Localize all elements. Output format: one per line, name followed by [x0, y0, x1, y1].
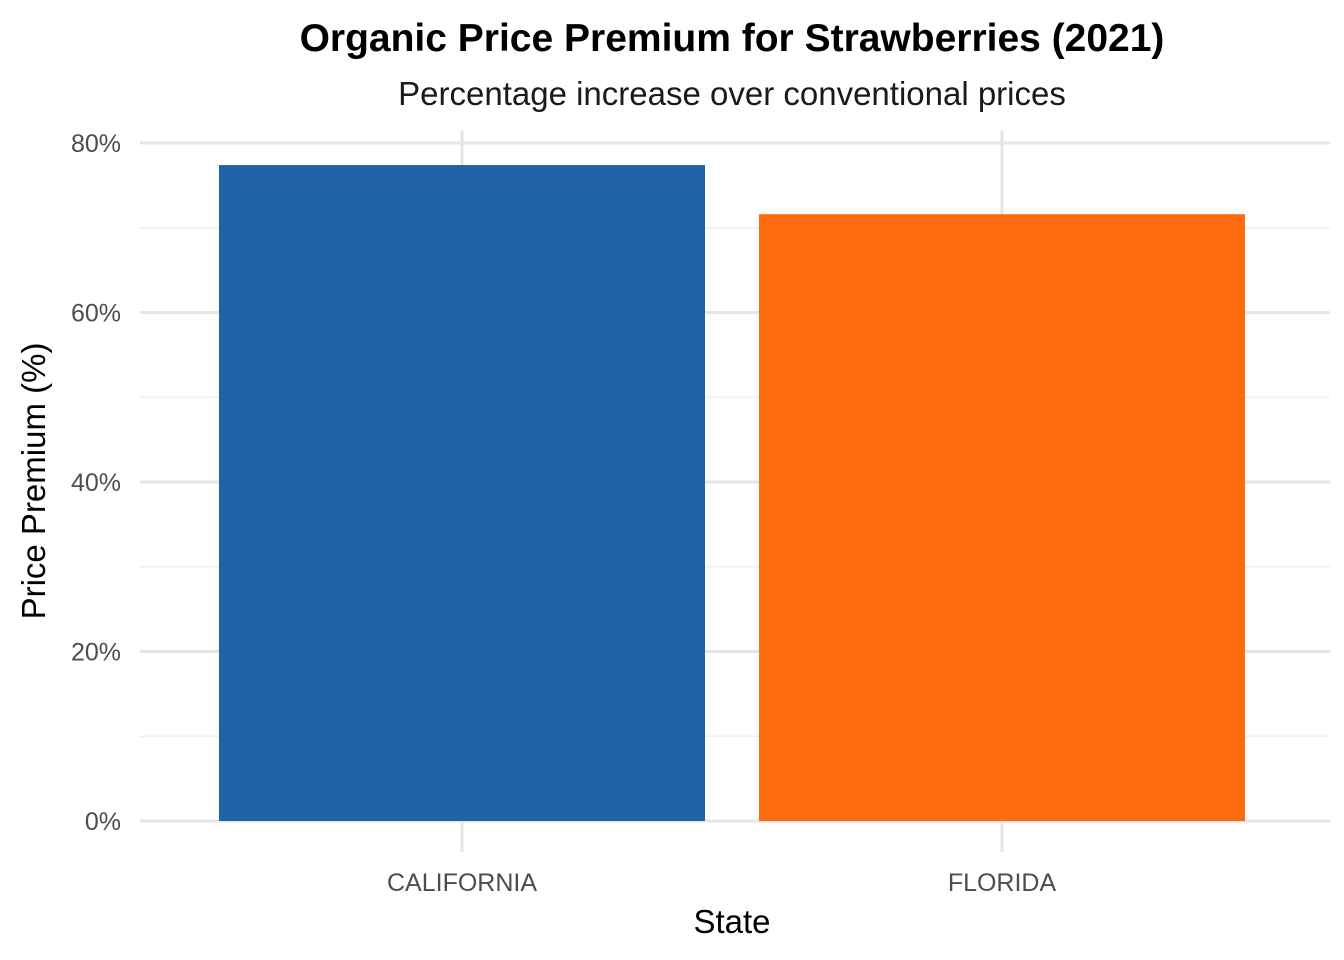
- x-axis-ticks: CALIFORNIA FLORIDA: [387, 869, 1057, 897]
- bar-florida: [759, 214, 1245, 821]
- bar-california: [219, 165, 705, 821]
- y-tick-label: 60%: [71, 300, 121, 328]
- chart-subtitle: Percentage increase over conventional pr…: [398, 75, 1066, 112]
- x-tick-label: CALIFORNIA: [387, 869, 537, 897]
- y-axis-title: Price Premium (%): [15, 343, 52, 620]
- chart-title: Organic Price Premium for Strawberries (…: [300, 17, 1165, 60]
- y-tick-label: 0%: [85, 808, 121, 836]
- x-tick-label: FLORIDA: [948, 869, 1057, 897]
- x-axis-title: State: [693, 903, 770, 940]
- y-tick-label: 20%: [71, 639, 121, 667]
- y-axis-ticks: 0% 20% 40% 60% 80%: [71, 130, 121, 836]
- bars: [219, 165, 1245, 821]
- y-tick-label: 40%: [71, 469, 121, 497]
- y-tick-label: 80%: [71, 130, 121, 158]
